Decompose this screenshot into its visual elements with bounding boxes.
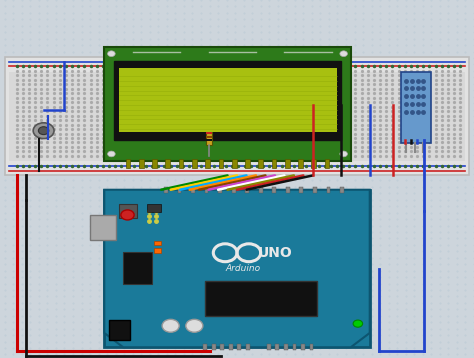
Bar [109, 320, 130, 340]
Bar [205, 281, 317, 316]
Bar [327, 187, 330, 193]
Bar [205, 187, 209, 193]
Bar [229, 344, 233, 350]
Polygon shape [104, 190, 370, 347]
Bar [311, 159, 316, 168]
Circle shape [121, 210, 134, 220]
Bar [300, 187, 303, 193]
Bar [259, 187, 263, 193]
Bar [401, 72, 431, 143]
Text: Arduino: Arduino [225, 264, 261, 274]
Bar [206, 132, 212, 134]
Bar [237, 344, 241, 350]
Bar [205, 159, 210, 168]
Bar [206, 136, 212, 138]
Bar [164, 187, 168, 193]
Bar [232, 187, 236, 193]
Bar [286, 187, 290, 193]
Bar [154, 248, 161, 253]
Bar [285, 159, 290, 168]
Circle shape [33, 123, 54, 139]
Bar [313, 187, 317, 193]
Bar [90, 215, 116, 240]
Circle shape [340, 151, 347, 157]
Bar [178, 187, 182, 193]
Bar [275, 344, 279, 350]
Bar [219, 159, 223, 168]
Bar [218, 187, 222, 193]
Bar [203, 344, 207, 350]
Bar [126, 159, 130, 168]
Bar [154, 241, 161, 245]
Bar [301, 344, 305, 350]
Circle shape [162, 319, 179, 332]
Bar [220, 344, 224, 350]
Circle shape [108, 51, 115, 57]
Bar [123, 252, 152, 284]
Bar [245, 187, 249, 193]
Bar [104, 47, 351, 161]
Bar [179, 159, 183, 168]
Bar [118, 68, 337, 132]
Text: UNO: UNO [257, 246, 292, 260]
Bar [104, 190, 370, 347]
Bar [206, 139, 212, 141]
Bar [206, 127, 212, 145]
Bar [147, 204, 161, 212]
Circle shape [353, 320, 363, 327]
Bar [310, 344, 313, 350]
Bar [245, 159, 250, 168]
Bar [5, 57, 469, 175]
Bar [139, 159, 144, 168]
Bar [246, 344, 250, 350]
Circle shape [108, 151, 115, 157]
Bar [165, 159, 170, 168]
Bar [273, 187, 276, 193]
Bar [272, 159, 276, 168]
Bar [212, 344, 216, 350]
Circle shape [186, 319, 203, 332]
Bar [340, 187, 344, 193]
Bar [9, 72, 465, 161]
Bar [191, 187, 195, 193]
Bar [258, 159, 263, 168]
Bar [192, 159, 197, 168]
Circle shape [340, 51, 347, 57]
Bar [292, 344, 296, 350]
Bar [267, 344, 271, 350]
Bar [152, 159, 157, 168]
Bar [284, 344, 288, 350]
Bar [114, 61, 341, 140]
Bar [298, 159, 303, 168]
Bar [118, 204, 137, 218]
Bar [232, 159, 237, 168]
Circle shape [38, 127, 49, 135]
Bar [325, 159, 329, 168]
